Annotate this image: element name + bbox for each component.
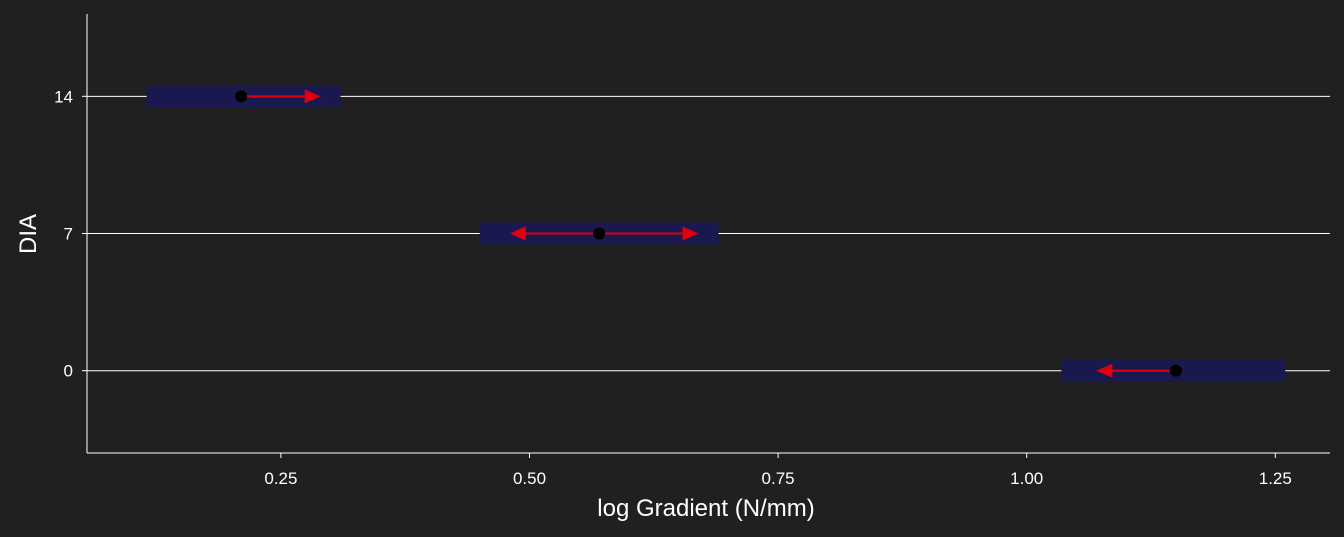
data-point xyxy=(235,90,248,103)
arrow-head xyxy=(682,226,699,241)
arrow-head xyxy=(509,226,526,241)
x-tick-label: 0.25 xyxy=(264,469,297,488)
arrow-head xyxy=(1096,363,1113,378)
y-axis-title: DIA xyxy=(15,214,42,254)
x-tick-label: 1.00 xyxy=(1010,469,1043,488)
y-tick-label: 14 xyxy=(54,87,73,106)
x-axis-title: log Gradient (N/mm) xyxy=(597,495,814,522)
axes xyxy=(82,14,1330,458)
x-tick-label: 1.25 xyxy=(1259,469,1292,488)
arrow-head xyxy=(304,89,321,104)
y-tick-label: 7 xyxy=(64,225,73,244)
data-point xyxy=(593,227,606,240)
data-point xyxy=(1169,364,1182,377)
tick-labels: 0 7 14 0.25 0.50 0.75 1.00 1.25 xyxy=(54,87,1292,488)
y-tick-label: 0 xyxy=(64,362,73,381)
x-tick-label: 0.50 xyxy=(513,469,546,488)
data-marks xyxy=(146,85,1286,382)
x-tick-label: 0.75 xyxy=(762,469,795,488)
